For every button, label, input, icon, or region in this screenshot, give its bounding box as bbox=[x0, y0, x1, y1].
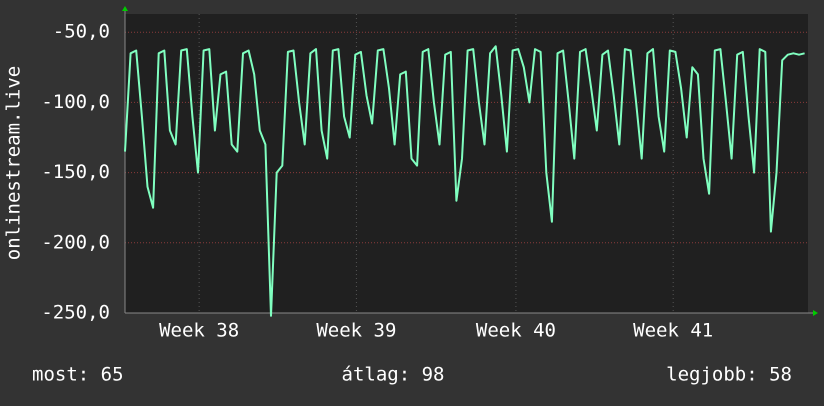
x-axis-arrow bbox=[813, 310, 818, 316]
y-tick-label: -50,0 bbox=[53, 21, 110, 43]
y-axis-arrow bbox=[122, 6, 128, 11]
y-tick-label: -250,0 bbox=[41, 302, 110, 324]
stat-best: legjobb: 58 bbox=[666, 364, 792, 386]
y-tick-label: -200,0 bbox=[41, 231, 110, 253]
stat-average: átlag: 98 bbox=[342, 364, 445, 386]
y-axis-label: onlinestream.live bbox=[3, 66, 25, 260]
x-tick-label: Week 38 bbox=[159, 320, 239, 342]
y-tick-label: -150,0 bbox=[41, 161, 110, 183]
x-tick-label: Week 40 bbox=[476, 320, 556, 342]
x-tick-label: Week 39 bbox=[316, 320, 396, 342]
y-tick-label: -100,0 bbox=[41, 91, 110, 113]
x-tick-label: Week 41 bbox=[633, 320, 713, 342]
stat-current: most: 65 bbox=[32, 364, 124, 386]
data-line bbox=[124, 45, 805, 317]
